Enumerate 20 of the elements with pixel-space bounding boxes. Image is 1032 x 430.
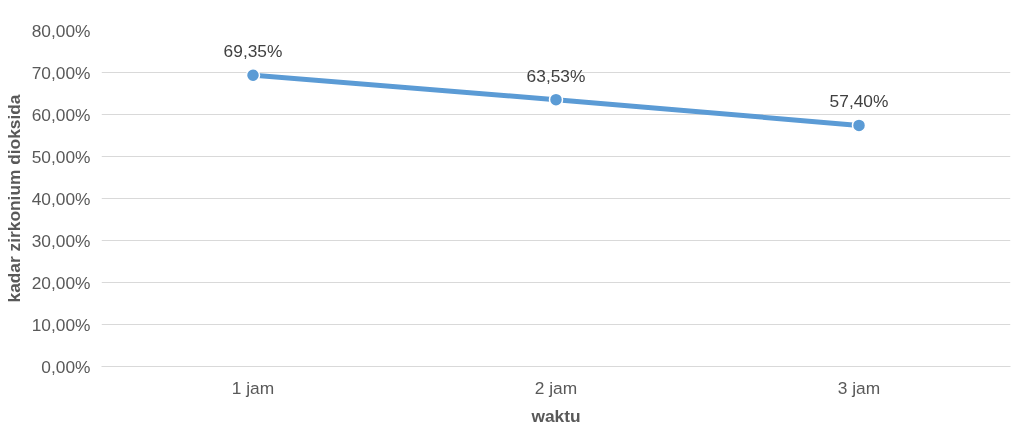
x-tick-label: 3 jam: [837, 377, 881, 398]
data-label: 69,35%: [223, 41, 283, 62]
data-label: 63,53%: [526, 65, 586, 86]
data-label: 57,40%: [829, 91, 889, 112]
y-tick-label: 70,00%: [31, 62, 91, 83]
y-tick-label: 80,00%: [31, 20, 91, 41]
y-tick-label: 10,00%: [31, 314, 91, 335]
x-tick-label: 1 jam: [231, 377, 275, 398]
point: [245, 67, 261, 83]
y-tick-label: 30,00%: [31, 230, 91, 251]
x-tick-label: 2 jam: [534, 377, 578, 398]
y-tick-label: 20,00%: [31, 272, 91, 293]
y-tick-label: 40,00%: [31, 188, 91, 209]
y-tick-label: 0,00%: [41, 356, 91, 377]
y-axis-title: kadar zirkonium dioksida: [3, 94, 24, 303]
y-tick-label: 60,00%: [31, 104, 91, 125]
x-axis-title: waktu: [530, 405, 581, 426]
y-tick-label: 50,00%: [31, 146, 91, 167]
point: [851, 118, 867, 133]
point: [548, 92, 564, 107]
